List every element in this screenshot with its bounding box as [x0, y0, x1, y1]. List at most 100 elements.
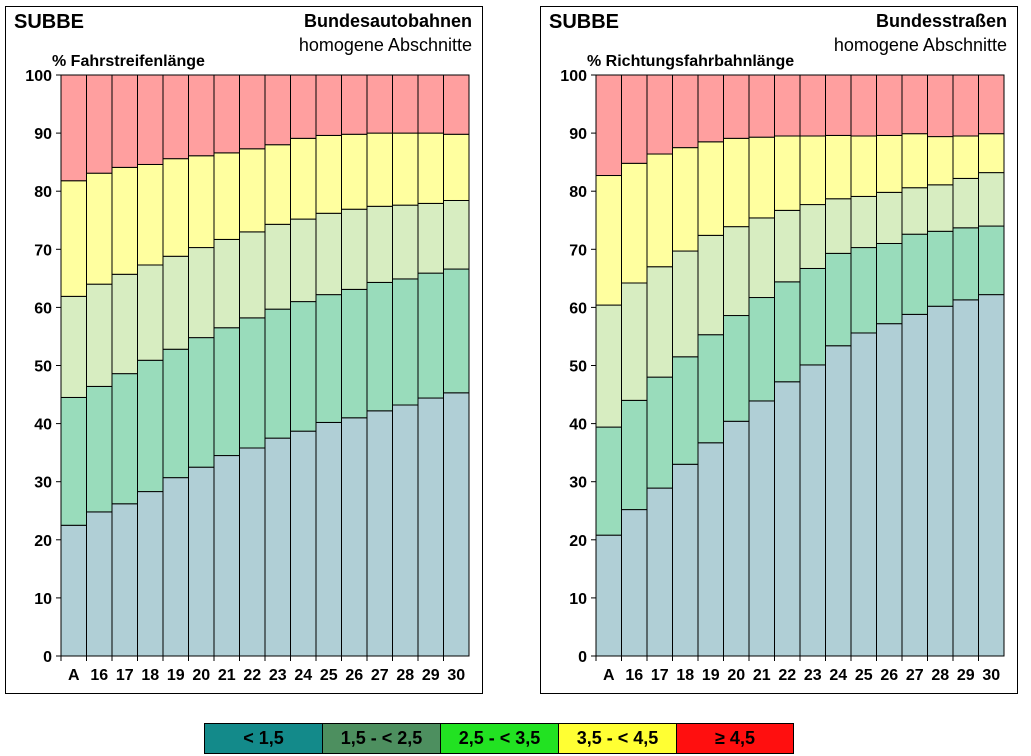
bar-segment-27-3 [366, 132, 393, 207]
bar-segment-23-4 [264, 74, 291, 146]
bar-segment-30-0 [443, 392, 470, 657]
chart-title: Bundesautobahnen [303, 11, 472, 31]
y-tick-label: 30 [34, 475, 52, 492]
bar-segment-26-4 [876, 74, 903, 136]
bar-segment-22-1 [239, 317, 266, 449]
x-tick-label: 21 [218, 667, 236, 684]
bar-segment-25-1 [315, 294, 342, 423]
x-tick-label: 18 [676, 667, 694, 684]
bar-segment-19-4 [162, 74, 189, 160]
bar-segment-A-0 [595, 534, 622, 657]
bar-segment-19-0 [697, 442, 724, 657]
bar-segment-A-1 [60, 396, 87, 526]
bar-segment-18-0 [672, 463, 699, 657]
x-tick-label: 16 [625, 667, 643, 684]
bar-segment-A-2 [60, 295, 87, 398]
x-tick-label: 24 [294, 667, 312, 684]
bar-segment-17-4 [111, 74, 138, 168]
bar-segment-28-2 [392, 204, 419, 280]
bar-segment-22-2 [774, 209, 801, 283]
bar-segment-23-3 [264, 144, 291, 225]
bar-segment-20-4 [723, 74, 750, 139]
y-tick-label: 70 [34, 242, 52, 259]
bar-segment-28-0 [927, 305, 954, 657]
bar-segment-26-1 [876, 242, 903, 325]
chart-subtitle: homogene Abschnitte [298, 35, 472, 55]
bar-segment-19-0 [162, 477, 189, 657]
bar-segment-29-0 [952, 299, 979, 657]
bar-segment-16-4 [86, 74, 113, 174]
bar-segment-25-2 [315, 212, 342, 296]
bar-segment-21-2 [213, 238, 240, 329]
bar-segment-18-2 [137, 264, 164, 361]
bar-segment-23-1 [264, 308, 291, 439]
bar-segment-17-4 [646, 74, 673, 155]
x-tick-label: 29 [957, 667, 975, 684]
y-tick-label: 0 [43, 649, 52, 666]
y-tick-label: 60 [34, 300, 52, 317]
bar-segment-16-1 [621, 399, 648, 511]
bar-segment-16-2 [86, 283, 113, 387]
bar-segment-A-4 [595, 74, 622, 177]
bar-segment-29-2 [952, 177, 979, 229]
x-tick-label: 28 [931, 667, 949, 684]
bar-segment-22-3 [239, 148, 266, 233]
bar-segment-30-3 [978, 133, 1005, 174]
chart-title: Bundesstraßen [875, 11, 1007, 31]
x-tick-label: 20 [727, 667, 745, 684]
chart-panel-bundesstrassen: 0 10 20 30 40 50 60 70 80 90 100 A 16 17 18 19 20 21 22 23 2… [540, 6, 1018, 694]
bar-segment-16-0 [86, 511, 113, 657]
bar-segment-21-0 [748, 400, 775, 657]
bar-segment-28-3 [392, 132, 419, 206]
bar-segment-28-0 [392, 404, 419, 657]
chart-brand: SUBBE [549, 11, 620, 33]
bar-segment-27-4 [901, 74, 928, 135]
bar-segment-19-1 [697, 334, 724, 444]
bar-segment-23-2 [264, 223, 291, 310]
bar-segment-23-3 [799, 135, 826, 206]
bar-segment-19-2 [162, 255, 189, 350]
bar-segment-22-4 [239, 74, 266, 150]
bar-segment-30-4 [978, 74, 1005, 135]
x-tick-label: 30 [982, 667, 1000, 684]
y-tick-label: 10 [34, 591, 52, 608]
bar-segment-29-1 [417, 272, 444, 399]
x-tick-label: 30 [447, 667, 465, 684]
bar-segment-16-0 [621, 509, 648, 657]
bar-segment-20-1 [723, 315, 750, 422]
bar-segment-26-2 [341, 208, 368, 290]
bar-segment-19-3 [697, 141, 724, 236]
bar-segment-25-3 [850, 135, 877, 197]
bar-segment-A-0 [60, 524, 87, 657]
y-tick-label: 70 [569, 242, 587, 259]
bar-segment-28-1 [927, 230, 954, 307]
y-axis-label: % Fahrstreifenlänge [52, 53, 205, 70]
y-tick-label: 80 [569, 184, 587, 201]
y-tick-label: 40 [569, 417, 587, 434]
bar-segment-29-2 [417, 202, 444, 274]
chart-autobahn: 0 10 20 30 40 50 60 70 80 90 100 A 16 17 18 19 20 21 22 23 2… [25, 68, 470, 684]
chart-panel-autobahn: 0 10 20 30 40 50 60 70 80 90 100 A 16 17 18 19 20 21 22 23 2… [5, 6, 483, 694]
y-tick-label: 90 [569, 126, 587, 143]
bar-segment-30-0 [978, 294, 1005, 657]
bar-segment-30-1 [978, 225, 1005, 296]
legend-item-3: 3,5 - < 4,5 [559, 724, 677, 753]
x-tick-label: 18 [141, 667, 159, 684]
bar-segment-17-2 [111, 273, 138, 375]
y-tick-label: 10 [569, 591, 587, 608]
bar-segment-20-0 [188, 466, 215, 657]
bar-segment-A-2 [595, 304, 622, 428]
bar-segment-25-0 [850, 332, 877, 657]
bar-segment-30-2 [443, 199, 470, 270]
bar-segment-30-2 [978, 172, 1005, 227]
chart-subtitle: homogene Abschnitte [833, 35, 1007, 55]
bar-segment-26-0 [876, 323, 903, 657]
bar-segment-20-3 [188, 155, 215, 249]
bar-segment-18-4 [137, 74, 164, 165]
bar-segment-27-0 [366, 410, 393, 657]
bar-segment-24-3 [290, 137, 317, 220]
bar-segment-27-3 [901, 133, 928, 189]
bar-segment-22-0 [774, 381, 801, 657]
x-tick-label: 28 [396, 667, 414, 684]
bar-segment-18-1 [137, 359, 164, 493]
